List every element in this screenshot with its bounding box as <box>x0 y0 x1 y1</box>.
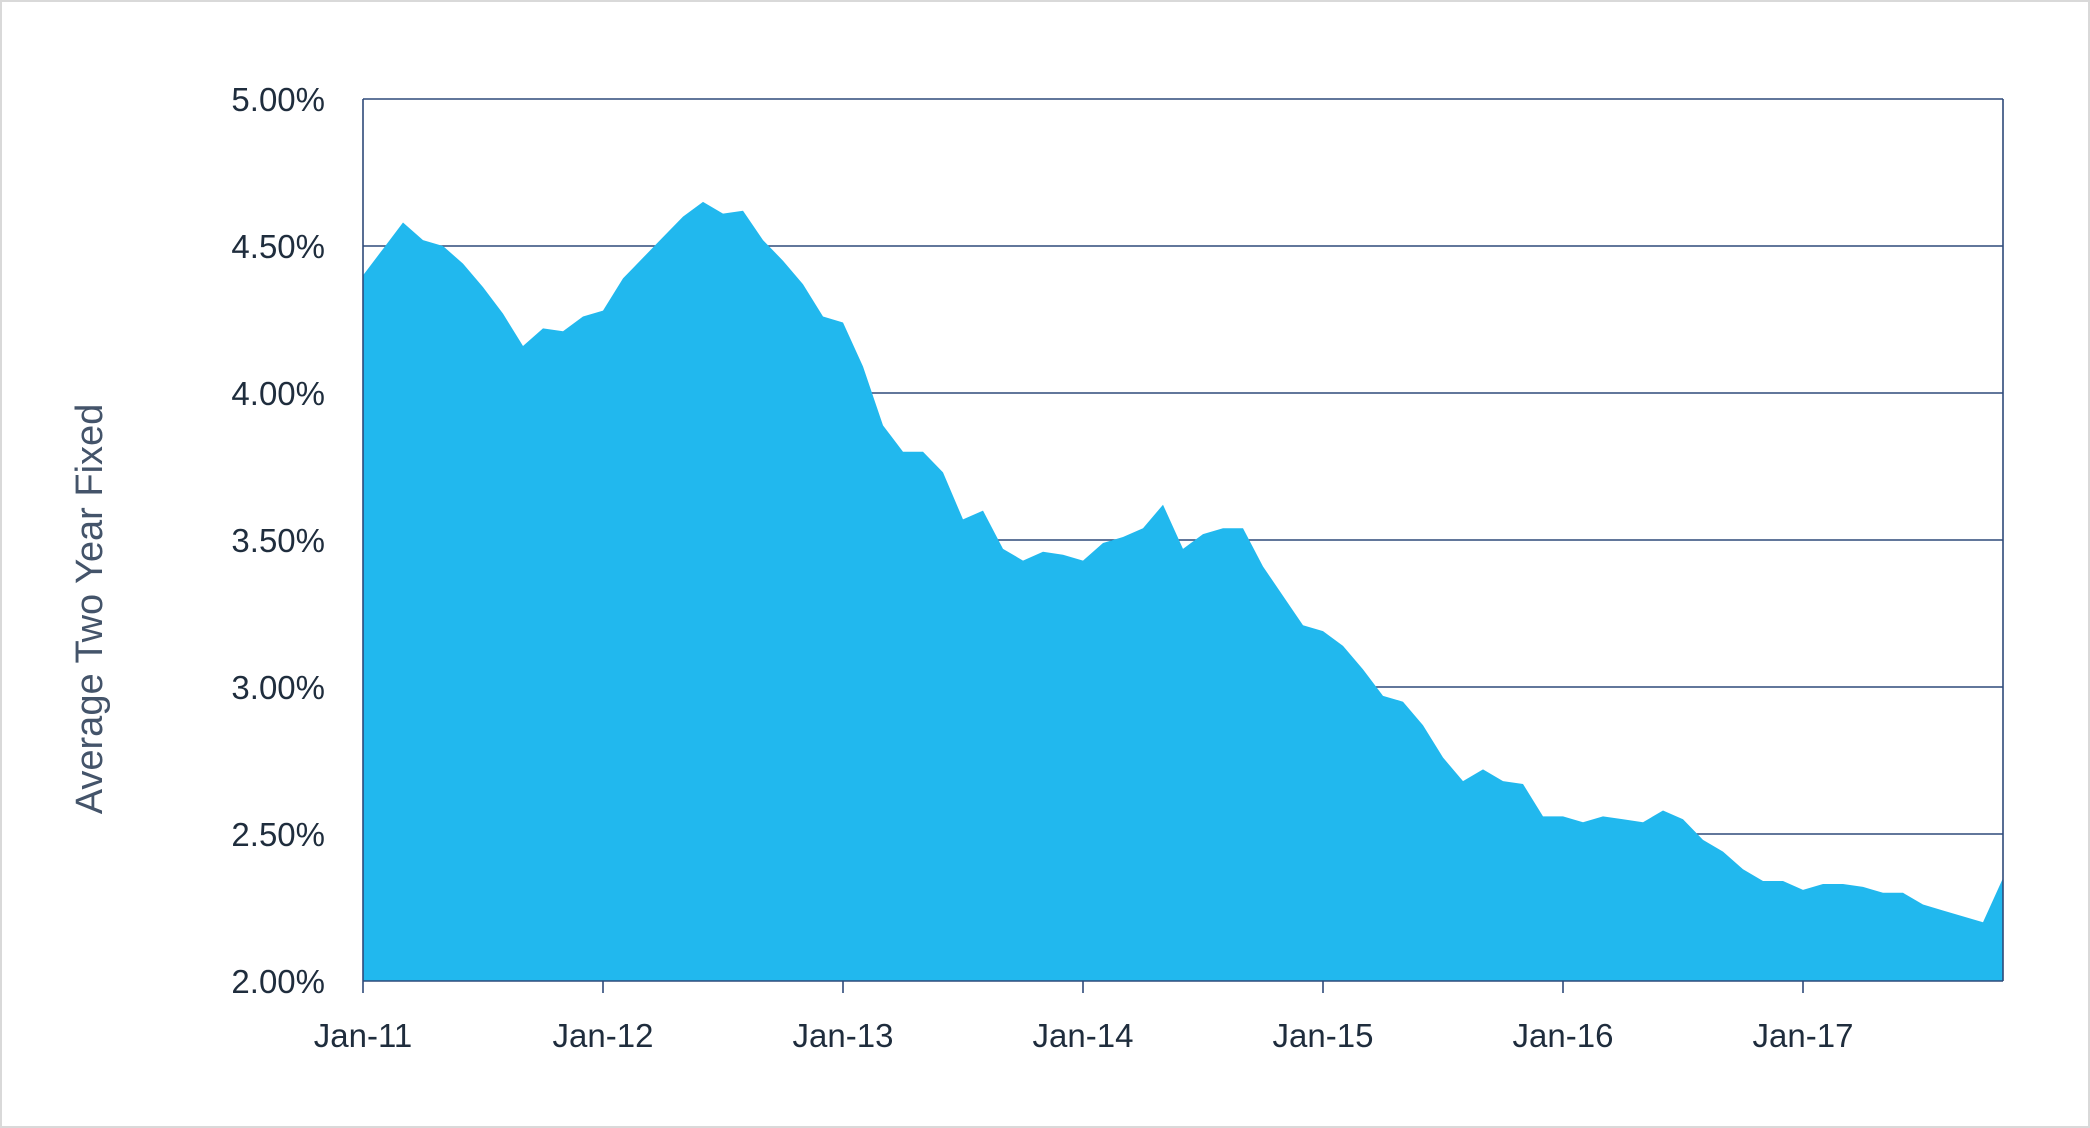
axes <box>362 99 2004 982</box>
x-tick-label: Jan-12 <box>553 1017 654 1054</box>
y-tick-label: 2.00% <box>231 963 325 1000</box>
data-area-layer <box>363 201 2003 981</box>
y-axis-ticks: 2.00% 2.50% 3.00% 3.50% 4.00% 4.50% 5.00% <box>231 81 325 1000</box>
series-area <box>363 201 2003 981</box>
x-tick-label: Jan-17 <box>1753 1017 1854 1054</box>
x-tick-label: Jan-16 <box>1513 1017 1614 1054</box>
y-tick-label: 5.00% <box>231 81 325 118</box>
y-axis-title: Average Two Year Fixed <box>69 404 111 815</box>
x-tick-label: Jan-11 <box>314 1017 412 1054</box>
x-tick-label: Jan-15 <box>1273 1017 1374 1054</box>
y-tick-label: 2.50% <box>231 816 325 853</box>
y-tick-label: 4.00% <box>231 375 325 412</box>
x-axis-ticks: Jan-11 Jan-12 Jan-13 Jan-14 Jan-15 Jan-16 Jan-… <box>314 981 1854 1054</box>
x-tick-label: Jan-14 <box>1033 1017 1134 1054</box>
y-tick-label: 3.50% <box>231 522 325 559</box>
y-tick-label: 3.00% <box>231 669 325 706</box>
y-tick-label: 4.50% <box>231 228 325 265</box>
x-tick-label: Jan-13 <box>793 1017 894 1054</box>
